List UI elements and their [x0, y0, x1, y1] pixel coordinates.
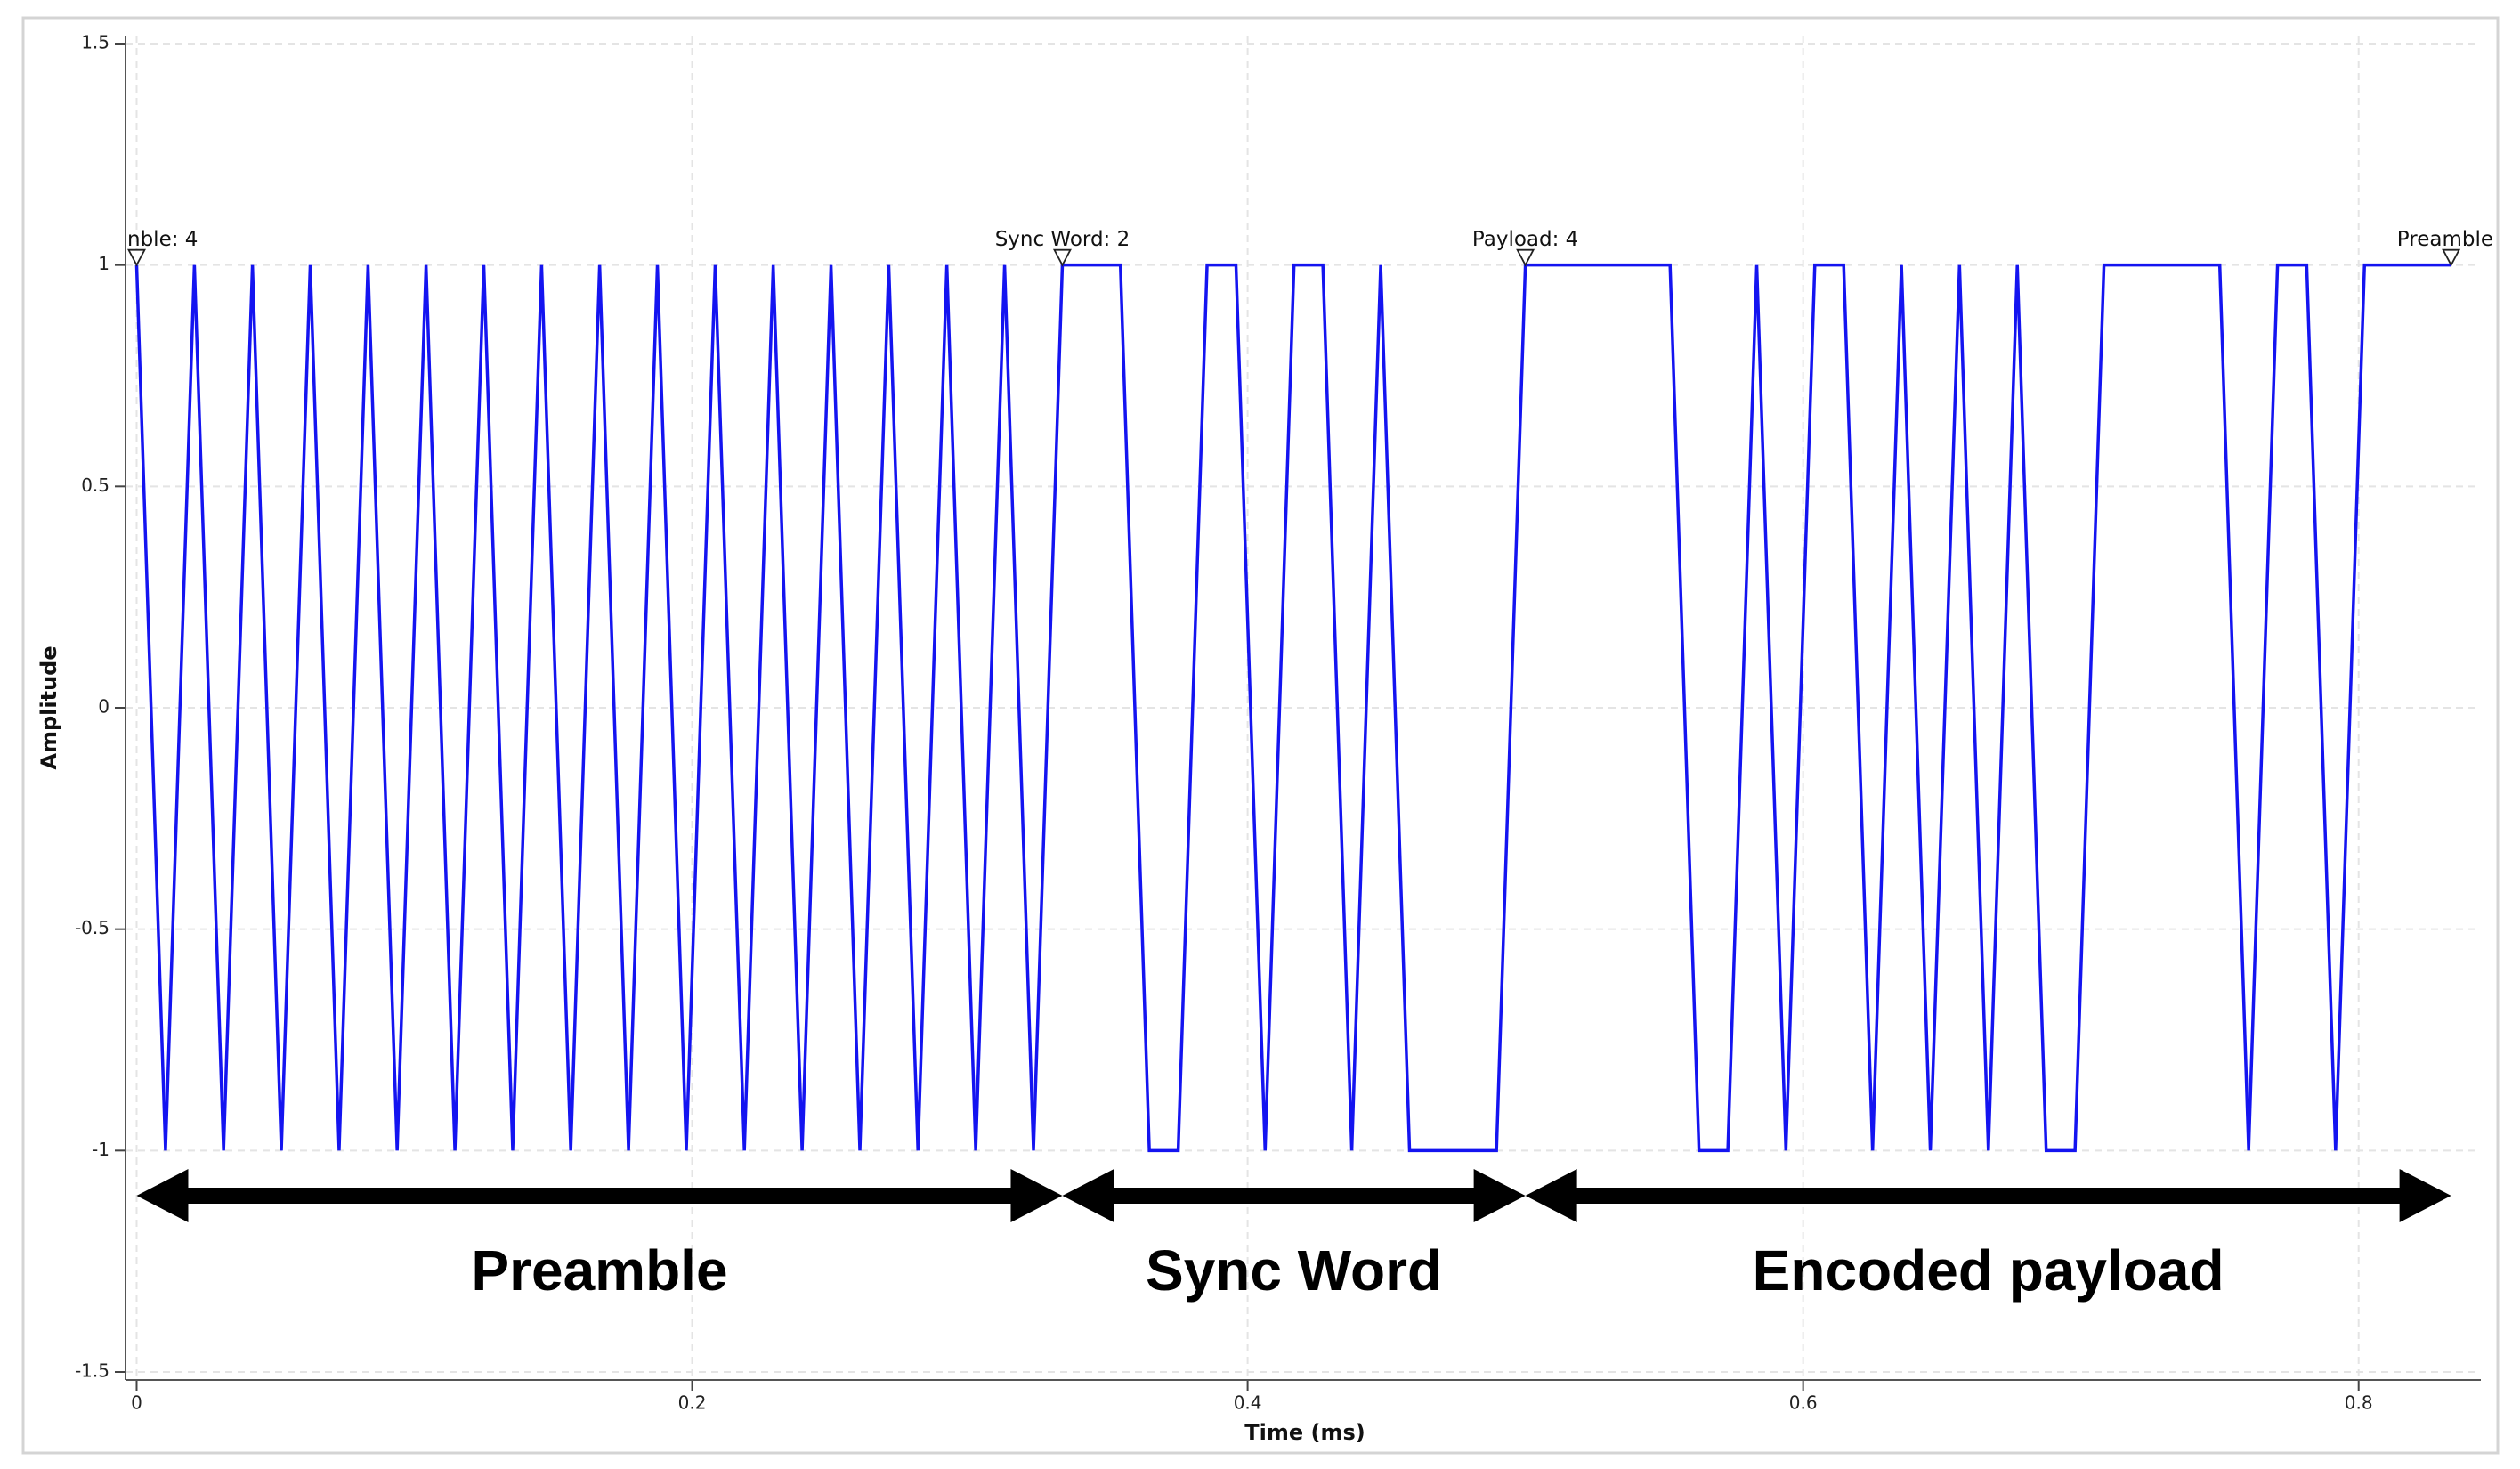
x-tick-label: 0.8 [2345, 1392, 2373, 1414]
tag-label: Payload: 4 [1472, 228, 1578, 251]
tag-marker [1516, 248, 1535, 267]
y-tick-label: 0 [98, 696, 109, 718]
x-axis-title: Time (ms) [1244, 1420, 1365, 1445]
tag-label: Preamble [2397, 228, 2493, 251]
segment-arrow [1525, 1169, 2451, 1222]
y-tick-label: -1.5 [75, 1360, 109, 1382]
grid [126, 36, 2481, 1380]
y-tick-label: 1.5 [81, 32, 109, 53]
tag-marker [2442, 248, 2461, 267]
tag-marker [1052, 248, 1072, 267]
segment-label: Sync Word [1146, 1238, 1442, 1303]
x-tick-label: 0.6 [1789, 1392, 1818, 1414]
signal-line [134, 263, 2451, 1153]
x-tick-label: 0 [131, 1392, 142, 1414]
annotations: nble: 4 Sync Word: 2 Payload: 4 Preamble Pre… [126, 228, 2493, 1303]
tag-label: Sync Word: 2 [995, 228, 1130, 251]
y-tick-label: 1 [98, 253, 109, 274]
tag-marker [126, 248, 146, 267]
y-tick-label: 0.5 [81, 475, 109, 496]
segment-arrow [1062, 1169, 1526, 1222]
segment-arrow [136, 1169, 1063, 1222]
tag-label: nble: 4 [127, 228, 198, 251]
plot-area [134, 263, 2451, 1153]
y-tick-label: -1 [92, 1139, 109, 1160]
segment-label: Preamble [471, 1238, 727, 1303]
x-tick-label: 0.2 [678, 1392, 707, 1414]
y-axis-title: Amplitude [36, 645, 61, 769]
axes: -1.5 -1 -0.5 0 0.5 1 1.5 0 0.2 0.4 0.6 0.8 [75, 32, 2481, 1414]
x-tick-label: 0.4 [1234, 1392, 1262, 1414]
segment-label: Encoded payload [1753, 1238, 2224, 1303]
y-tick-label: -0.5 [75, 917, 109, 938]
